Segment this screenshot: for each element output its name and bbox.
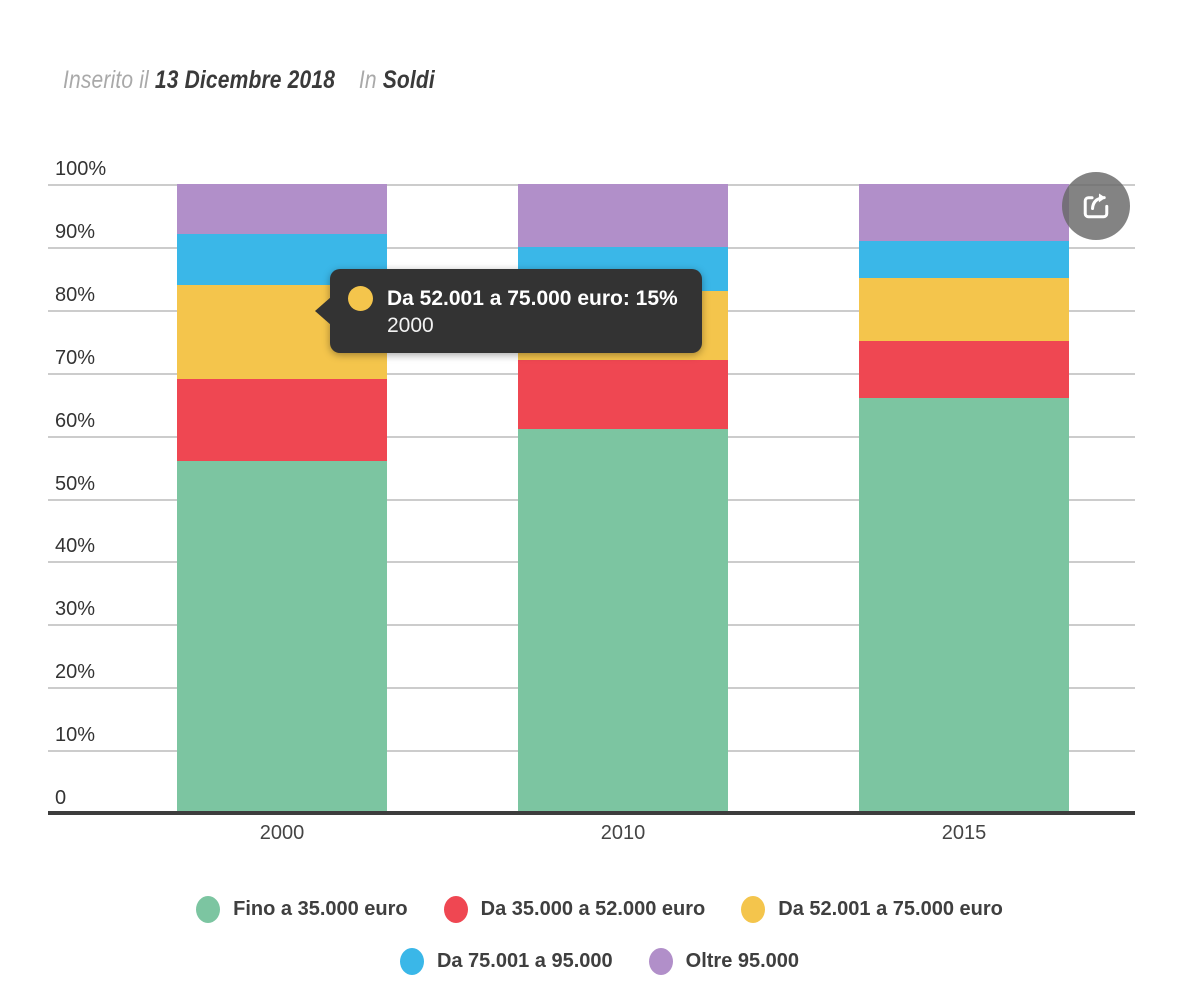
bar-segment[interactable] — [177, 460, 387, 813]
bar-segment[interactable] — [859, 184, 1069, 241]
bar-segment[interactable] — [177, 184, 387, 235]
post-meta-prefix: Inserito il — [63, 66, 149, 94]
y-axis-tick-label: 70% — [55, 346, 96, 369]
bar-segment[interactable] — [859, 397, 1069, 813]
legend-item: Da 35.000 a 52.000 euro — [443, 895, 706, 923]
legend-dot — [443, 895, 468, 923]
bar-segment[interactable] — [859, 278, 1069, 342]
legend-dot — [648, 947, 673, 975]
legend-label: Da 75.001 a 95.000 — [436, 949, 613, 972]
bar-segment[interactable] — [177, 378, 387, 461]
bar-segment[interactable] — [518, 360, 728, 430]
legend-item: Da 52.001 a 75.000 euro — [741, 895, 1003, 923]
share-button[interactable] — [1062, 172, 1130, 240]
legend-dot — [196, 895, 221, 923]
y-axis-tick-label: 100% — [55, 158, 107, 180]
legend-dot — [399, 947, 424, 975]
legend-dot — [741, 895, 766, 923]
legend-item: Da 75.001 a 95.000 — [399, 947, 613, 975]
legend-item: Oltre 95.000 — [648, 947, 800, 975]
legend-item: Fino a 35.000 euro — [196, 895, 408, 923]
post-meta-in: In — [358, 66, 377, 94]
y-axis-tick-label: 30% — [55, 598, 96, 621]
y-axis-tick-label: 40% — [55, 535, 96, 558]
legend-label: Oltre 95.000 — [685, 949, 800, 972]
x-axis-category-label: 2000 — [259, 822, 305, 844]
x-axis-category-label: 2010 — [600, 822, 646, 844]
y-axis-tick-label: 60% — [55, 409, 96, 432]
tooltip-series-dot — [348, 286, 373, 311]
legend-row: Fino a 35.000 euro Da 35.000 a 52.000 eur… — [0, 883, 1199, 935]
post-category[interactable]: Soldi — [382, 66, 435, 94]
chart-legend: Fino a 35.000 euro Da 35.000 a 52.000 eur… — [0, 883, 1199, 987]
tooltip-arrow — [315, 297, 331, 325]
bar-segment[interactable] — [518, 184, 728, 247]
share-icon — [1077, 187, 1115, 225]
bar-segment[interactable] — [859, 240, 1069, 279]
y-axis-tick-label: 10% — [55, 724, 96, 747]
bar-segment[interactable] — [518, 429, 728, 813]
post-meta: Inserito il 13 Dicembre 2018 In Soldi — [63, 66, 435, 95]
post-date: 13 Dicembre 2018 — [154, 66, 336, 94]
legend-row: Da 75.001 a 95.000 Oltre 95.000 — [0, 935, 1199, 987]
y-axis-tick-label: 20% — [55, 661, 96, 684]
x-axis-category-label: 2015 — [941, 822, 987, 844]
tooltip-title: Da 52.001 a 75.000 euro: 15% — [387, 286, 678, 310]
x-axis-line — [48, 811, 1135, 815]
tooltip-category: 2000 — [387, 314, 434, 337]
legend-label: Da 52.001 a 75.000 euro — [778, 897, 1003, 920]
legend-label: Fino a 35.000 euro — [233, 897, 408, 920]
y-axis-tick-label: 50% — [55, 472, 96, 495]
chart-tooltip: Da 52.001 a 75.000 euro: 15% 2000 — [315, 269, 702, 353]
legend-label: Da 35.000 a 52.000 euro — [480, 897, 706, 920]
y-axis-tick-label: 0 — [55, 787, 67, 809]
y-axis-tick-label: 80% — [55, 283, 96, 306]
y-axis-tick-label: 90% — [55, 220, 96, 243]
bar-segment[interactable] — [859, 341, 1069, 398]
